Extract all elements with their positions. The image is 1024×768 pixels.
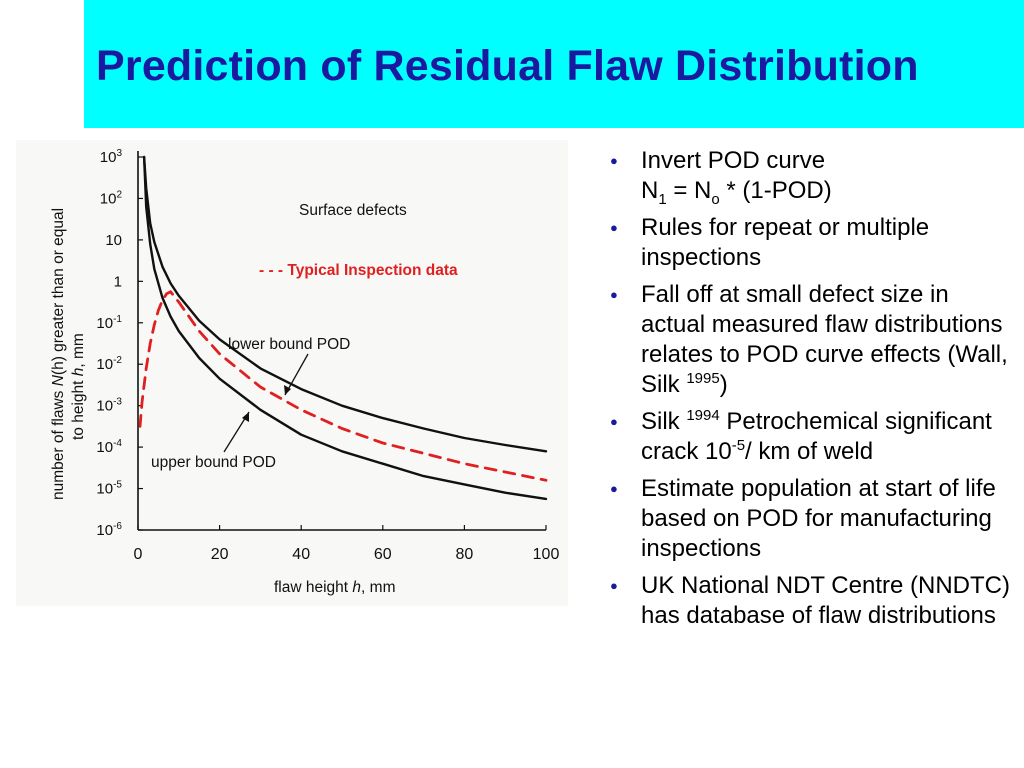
- y-axis-title-line2-var: h: [70, 368, 87, 377]
- series-line-upper: [142, 155, 548, 501]
- y-tick-label-exponent: -6: [113, 521, 122, 532]
- y-tick-label-base: 10: [105, 232, 122, 249]
- chart-panel: 10-6 10-5 10-4 10-3 10-2 10-1 1 10 102 103 0 20 40 60…: [16, 140, 568, 606]
- y-tick-label-base: 10: [96, 481, 113, 498]
- lower-bound-label: lower bound POD: [228, 336, 350, 353]
- y-tick-label: 10: [105, 232, 122, 249]
- y-tick-label-exponent: 2: [116, 189, 122, 200]
- bullet-text: Invert POD curve: [641, 147, 826, 174]
- x-axis-title-post: , mm: [361, 579, 395, 596]
- lower-bound-arrowhead: [284, 385, 291, 395]
- bullet-sup: 1995: [686, 370, 720, 387]
- bullet-text: Silk: [641, 408, 687, 435]
- y-tick-label: 10-6: [96, 521, 122, 539]
- y-tick-label: 10-1: [96, 314, 122, 332]
- x-tick-label: 20: [211, 546, 229, 563]
- bullet-text: Fall off at small defect size in actual …: [641, 281, 1008, 398]
- y-axis-title-line2-pre: to height: [70, 376, 87, 440]
- y-tick-label-exponent: -1: [113, 314, 122, 325]
- y-tick-label: 10-5: [96, 480, 122, 498]
- bullet-item: Fall off at small defect size in actual …: [604, 280, 1014, 400]
- y-axis-title-line2-post: , mm: [70, 333, 87, 367]
- title-band: Prediction of Residual Flaw Distribution: [84, 0, 1024, 128]
- bullet-item: Silk 1994 Petrochemical significant crac…: [604, 407, 1014, 467]
- bullet-item: Rules for repeat or multiple inspections: [604, 213, 1014, 273]
- svg-text:number of flaws N(h) greater t: number of flaws N(h) greater than or equ…: [50, 208, 67, 500]
- bullet-text-mid: Petrochemical significant crack 10: [641, 408, 992, 465]
- bullet-item: Estimate population at start of life bas…: [604, 474, 1014, 564]
- upper-bound-label: upper bound POD: [151, 454, 276, 471]
- series-line-lower: [142, 155, 548, 453]
- y-tick-label: 10-3: [96, 397, 122, 415]
- y-tick-label-exponent: 3: [116, 148, 122, 159]
- y-axis-title-line1-paren: (h): [50, 356, 67, 375]
- bullet-text: Rules for repeat or multiple inspections: [641, 214, 930, 271]
- bullet-item: Invert POD curve N1 = No * (1-POD): [604, 146, 1014, 208]
- y-tick-label-base: 10: [96, 315, 113, 332]
- surface-defects-label: Surface defects: [299, 202, 407, 219]
- bullet-text-end: / km of weld: [745, 438, 874, 465]
- bullet-item: UK National NDT Centre (NNDTC) has datab…: [604, 571, 1014, 631]
- inspection-legend-label: - - - Typical Inspection data: [259, 262, 458, 279]
- chart-curves: [138, 155, 548, 501]
- x-tick-label: 60: [374, 546, 392, 563]
- series-line-inspection: [138, 290, 548, 482]
- x-tick-label: 100: [533, 546, 560, 563]
- y-tick-label: 10-2: [96, 355, 122, 373]
- x-axis-title-var: h: [352, 579, 361, 596]
- y-tick-label-base: 1: [114, 273, 122, 290]
- y-axis-title-line1-pre: number of flaws: [50, 386, 67, 500]
- y-tick-label-exponent: -4: [113, 438, 122, 449]
- y-axis-title-line1-var: N: [50, 374, 67, 386]
- chart-axes: [137, 151, 546, 531]
- y-tick-label-base: 10: [100, 149, 117, 166]
- upper-bound-arrowhead: [242, 412, 249, 422]
- bullet-text: UK National NDT Centre (NNDTC) has datab…: [641, 572, 1010, 629]
- y-tick-label-base: 10: [96, 439, 113, 456]
- y-tick-label: 1: [114, 273, 122, 290]
- y-tick-label: 10-4: [96, 438, 122, 456]
- x-tick-label: 80: [456, 546, 474, 563]
- y-tick-label: 102: [100, 189, 123, 207]
- slide-title: Prediction of Residual Flaw Distribution: [96, 42, 919, 90]
- y-tick-label-exponent: -3: [113, 397, 122, 408]
- bullet-text-end: ): [719, 371, 728, 398]
- y-tick-label-base: 10: [96, 522, 113, 539]
- y-tick-label-exponent: -2: [113, 355, 122, 366]
- y-axis-title: number of flaws N(h) greater than or equ…: [50, 208, 87, 500]
- y-tick-label-base: 10: [96, 398, 113, 415]
- y-tick-label-base: 10: [100, 190, 117, 207]
- bullet-text: Estimate population at start of life bas…: [641, 475, 996, 562]
- y-tick-label-exponent: -5: [113, 480, 122, 491]
- svg-text:to height h, mm: to height h, mm: [70, 333, 87, 440]
- x-axis-title-pre: flaw height: [274, 579, 352, 596]
- bullet-equation: N1 = No * (1-POD): [641, 177, 832, 208]
- bullet-sup: -5: [731, 437, 746, 454]
- bullet-list: Invert POD curve N1 = No * (1-POD) Rules…: [604, 146, 1014, 638]
- bullet-sup: 1994: [686, 407, 720, 424]
- x-tick-label: 40: [292, 546, 310, 563]
- x-axis-title: flaw height h, mm: [274, 579, 395, 596]
- x-tick-label: 0: [134, 546, 143, 563]
- chart-ticks: [137, 156, 547, 531]
- y-tick-label-base: 10: [96, 356, 113, 373]
- y-tick-label: 103: [100, 148, 123, 166]
- y-axis-title-line1-post: greater than or equal: [50, 208, 67, 356]
